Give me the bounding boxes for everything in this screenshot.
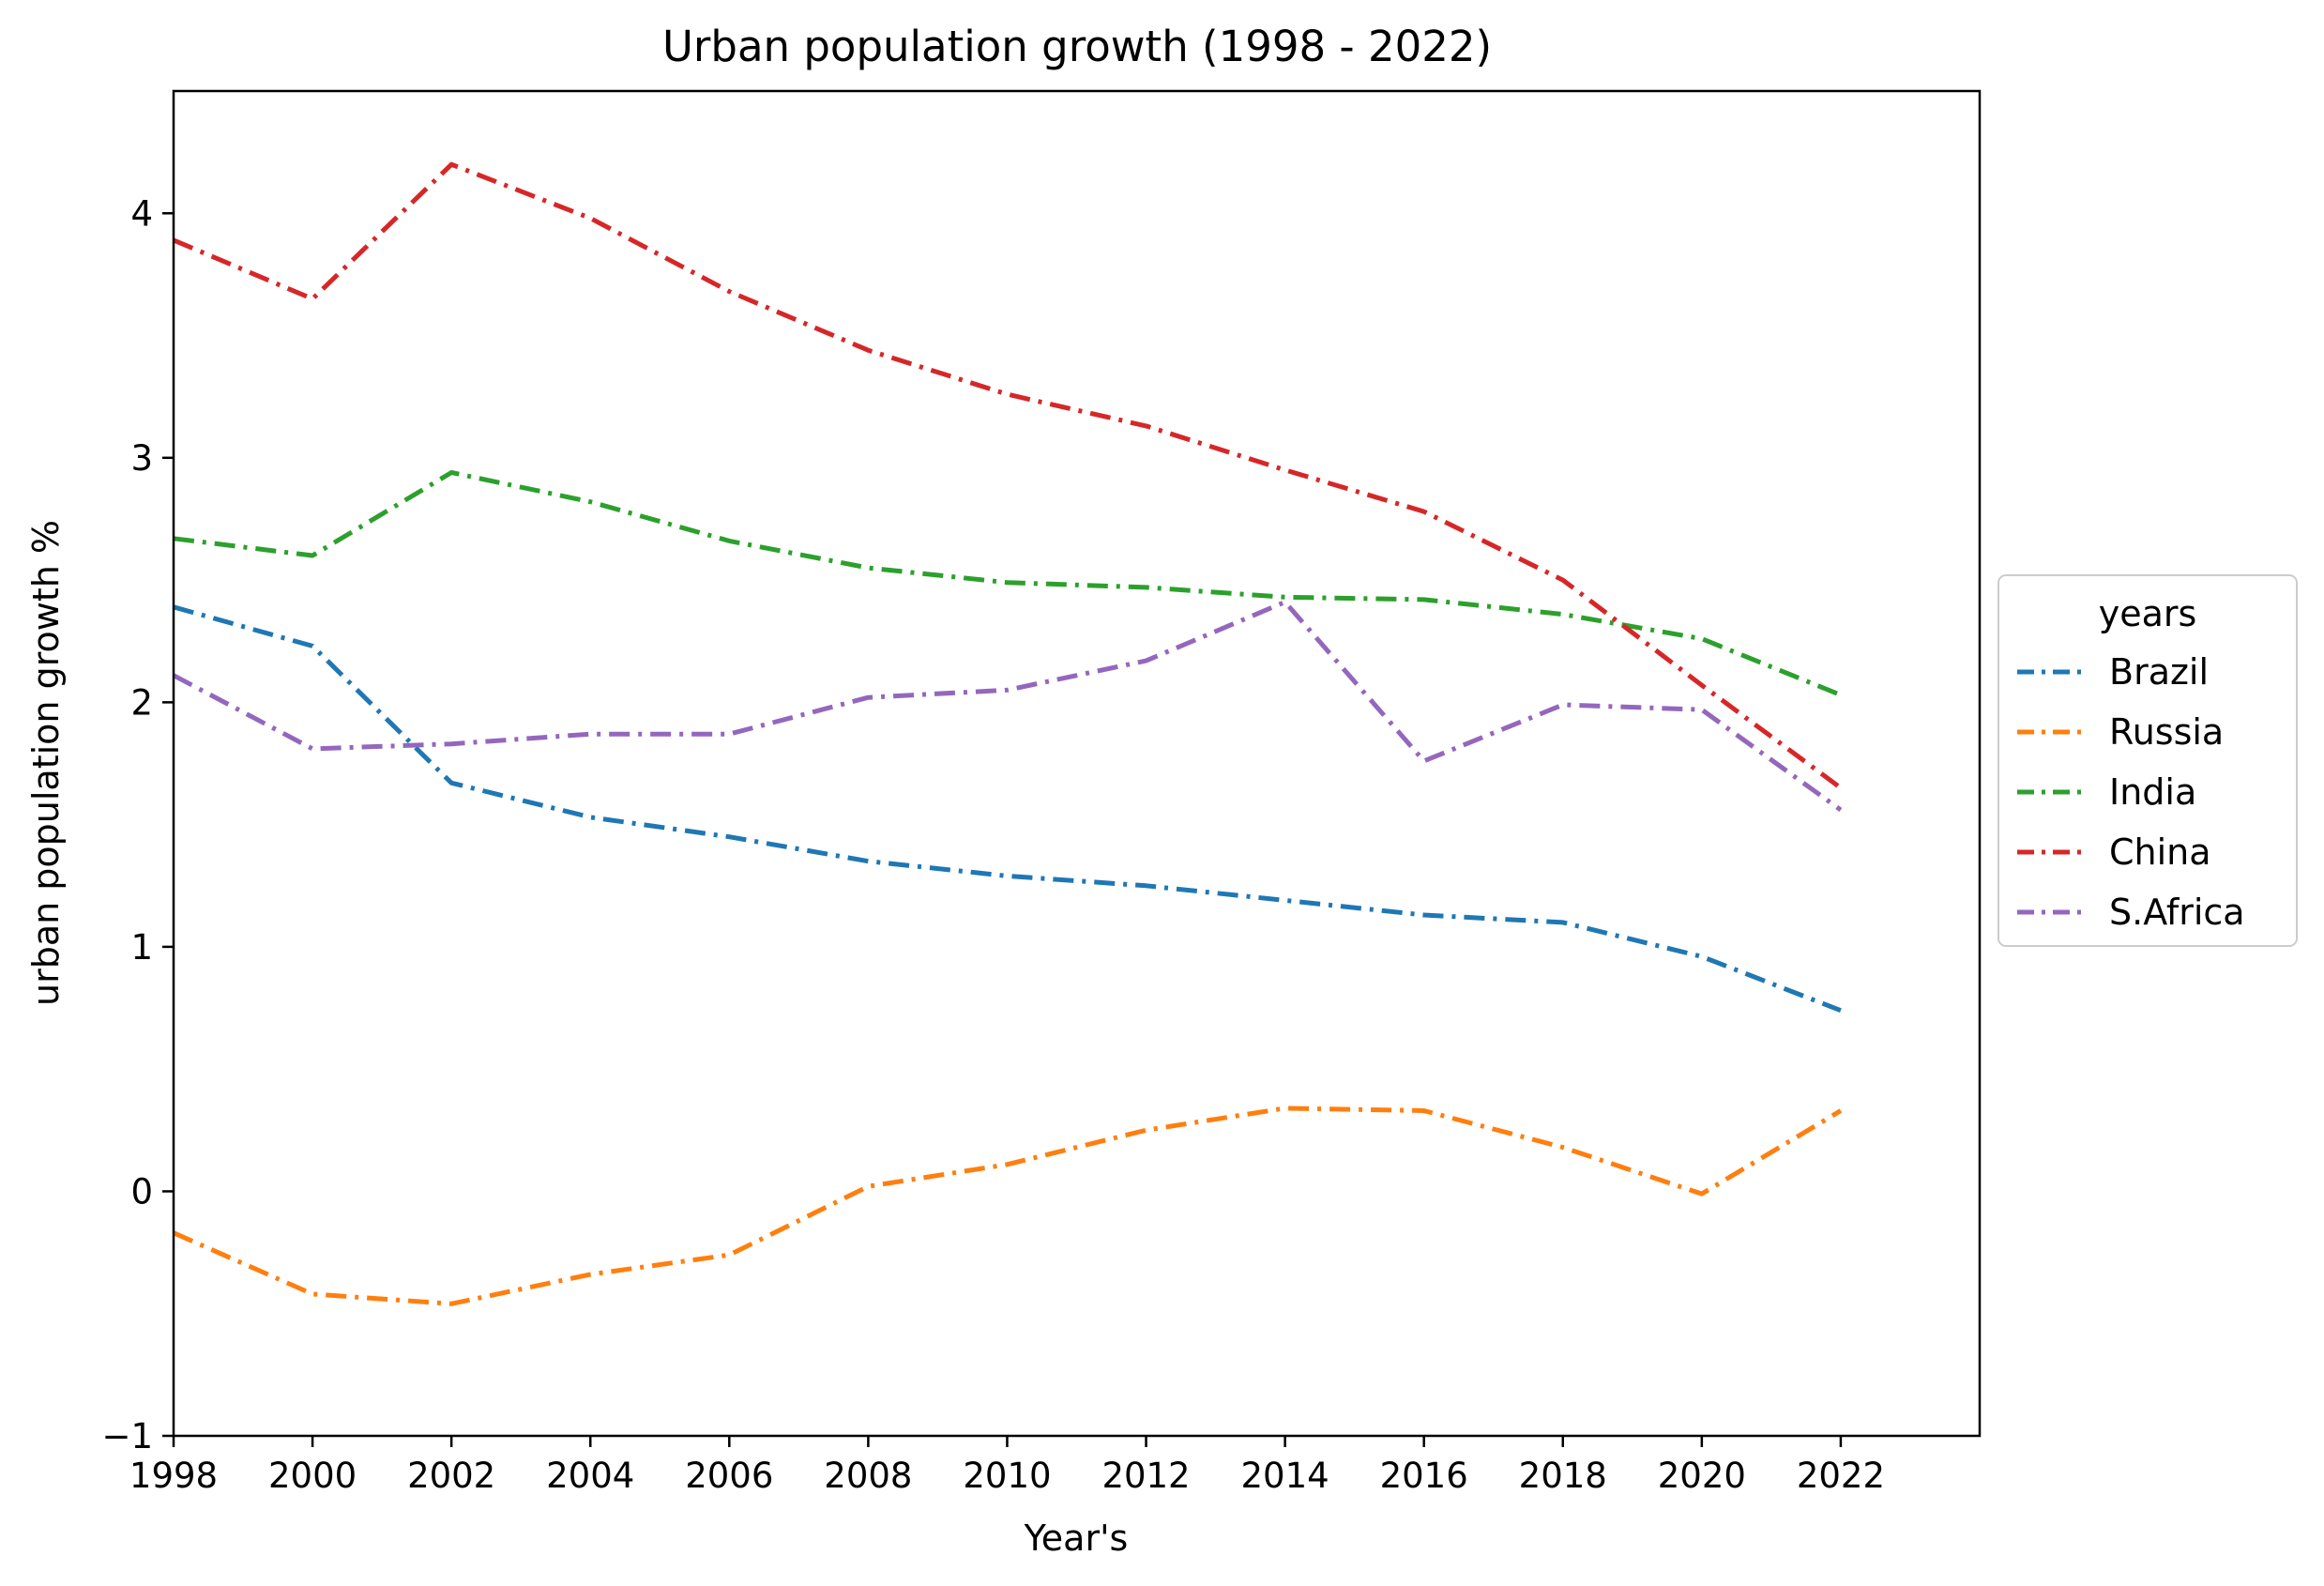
x-tick-label: 1998 — [129, 1456, 218, 1496]
legend-label-china: China — [2109, 831, 2211, 873]
y-axis-label: urban population growth % — [25, 520, 67, 1006]
y-tick-label: 4 — [130, 193, 153, 234]
series-line-s-africa — [172, 600, 1843, 813]
series-lines — [172, 161, 1843, 1306]
series-line-india — [173, 470, 1842, 697]
series-line-china — [173, 161, 1843, 790]
x-tick-label: 2006 — [685, 1456, 773, 1496]
x-tick-label: 2000 — [268, 1456, 357, 1496]
x-tick-label: 2018 — [1519, 1456, 1607, 1496]
legend-label-russia: Russia — [2109, 711, 2224, 753]
x-tick-label: 2014 — [1241, 1456, 1329, 1496]
y-tick-label: −1 — [101, 1416, 153, 1456]
x-tick-label: 2022 — [1797, 1456, 1885, 1496]
legend: years Brazil Russia India China S.Africa — [1997, 574, 2298, 947]
y-tick-label: 1 — [130, 927, 153, 968]
plot-area-frame — [172, 89, 1982, 1438]
series-line-russia — [172, 1106, 1843, 1306]
x-tick-label: 2020 — [1658, 1456, 1746, 1496]
y-tick-label: 0 — [130, 1171, 153, 1212]
x-tick-label: 2010 — [963, 1456, 1051, 1496]
legend-items: Brazil Russia India China S.Africa — [2017, 651, 2245, 933]
x-axis-label: Year's — [1024, 1517, 1129, 1559]
legend-label-india: India — [2109, 771, 2196, 813]
legend-title: years — [2099, 593, 2197, 634]
x-tick-label: 2016 — [1380, 1456, 1468, 1496]
chart-title: Urban population growth (1998 - 2022) — [662, 22, 1492, 71]
x-tick-label: 2008 — [824, 1456, 912, 1496]
legend-box — [1997, 574, 2298, 947]
y-axis-ticks: −1 0 1 2 3 4 — [101, 193, 174, 1456]
x-tick-label: 2012 — [1101, 1456, 1190, 1496]
legend-label-brazil: Brazil — [2109, 651, 2209, 693]
series-line-brazil — [173, 604, 1842, 1014]
x-axis-ticks: 1998 2000 2002 2004 2006 2008 2010 2012 2014 2016… — [129, 1436, 1885, 1496]
y-tick-label: 2 — [130, 682, 153, 723]
legend-label-s-africa: S.Africa — [2109, 892, 2245, 933]
x-tick-label: 2004 — [546, 1456, 634, 1496]
x-tick-label: 2002 — [407, 1456, 495, 1496]
y-tick-label: 3 — [130, 438, 153, 479]
